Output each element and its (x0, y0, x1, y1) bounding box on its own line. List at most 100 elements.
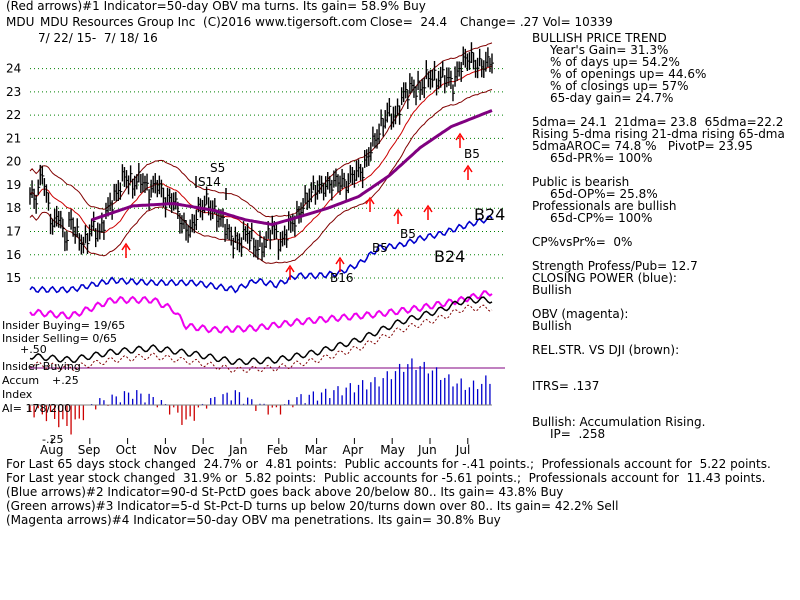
chart-title: MDU Resources Group Inc (C)2016 www.tige… (40, 15, 367, 29)
signal-label: S14 (198, 175, 221, 189)
stats-line: 65d-CP%= 100% (550, 211, 653, 225)
closing-power-line (29, 214, 493, 294)
stats-line: 65-day gain= 24.7% (550, 91, 674, 105)
plus50-label: +.50 (20, 343, 47, 356)
insider-buying-label: Insider Buying= 19/65 (2, 319, 126, 332)
x-tick-label: Nov (153, 443, 176, 457)
y-tick-label: 23 (6, 85, 21, 99)
stats-line: Bullish (532, 319, 572, 333)
stats-line: % of days up= 54.2% (550, 55, 680, 69)
stats-line: CLOSING POWER (blue): (532, 271, 677, 285)
accumulation-histogram (29, 358, 492, 435)
footer-line: For Last 65 days stock changed 24.7% or … (6, 457, 771, 471)
x-tick-label: Mar (305, 443, 328, 457)
red-arrow-head (365, 196, 375, 205)
signal-label: B24 (474, 205, 505, 224)
stats-line: 65d-PR%= 100% (550, 151, 653, 165)
stats-line: Rising 5-dma rising 21-dma rising 65-dma (532, 127, 785, 141)
signal-label: B5 (372, 241, 388, 255)
stats-line (532, 356, 800, 368)
month-axis: Aug Sep Oct Nov Dec Jan Feb Mar Apr May Jun Jul (40, 438, 470, 457)
stats-panel: BULLISH PRICE TREND Year's Gain= 31.3%% o… (532, 31, 800, 441)
date-range: 7/ 22/ 15- 7/ 18/ 16 (38, 31, 158, 45)
ma65-line (91, 109, 493, 227)
signal-label: B24 (434, 247, 465, 266)
stats-line: Year's Gain= 31.3% (550, 43, 669, 57)
footer-line: (Magenta arrows)#4 Indicator=50-day OBV … (6, 513, 501, 527)
stats-line: 65d-OP%= 25.8% (550, 187, 658, 201)
stats-line: Bullish (532, 283, 572, 297)
signal-label: S5 (210, 161, 225, 175)
plus25-label: +.25 (52, 374, 79, 387)
red-arrow-head (423, 204, 433, 213)
stats-line: REL.STR. VS DJI (brown): (532, 343, 680, 357)
close-value: Close= 24.4 (370, 15, 448, 29)
x-tick-label: Feb (267, 443, 288, 457)
y-tick-label: 19 (6, 178, 21, 192)
stats-line: Strength Profess/Pub= 12.7 (532, 259, 698, 273)
signal-label: B5 (464, 147, 480, 161)
stats-line: OBV (magenta): (532, 307, 629, 321)
insider-selling-label: Insider Selling= 0/65 (2, 332, 118, 345)
y-tick-label: 16 (6, 248, 21, 262)
lower-panels (29, 290, 505, 373)
y-tick-label: 21 (6, 131, 21, 145)
red-arrow-head (393, 208, 403, 217)
y-tick-label: 18 (6, 201, 21, 215)
signal-arrows (121, 132, 473, 280)
x-tick-label: Jan (228, 443, 248, 457)
y-tick-label: 24 (6, 62, 21, 76)
indicator-1-line: (Red arrows)#1 Indicator=50-day OBV ma t… (6, 0, 426, 13)
ticker-symbol: MDU (6, 15, 35, 29)
price-axis-ticks: 15 16 17 18 19 20 21 22 23 24 (6, 62, 21, 285)
stats-line: 5dmaAROC= 74.8 % PivotP= 23.95 (532, 139, 753, 153)
red-arrow-head (335, 256, 345, 265)
x-tick-label: Aug (40, 443, 63, 457)
stats-line (532, 392, 800, 404)
red-arrow-head (455, 132, 465, 141)
stats-line: ITRS= .137 (532, 379, 600, 393)
x-tick-label: May (380, 443, 405, 457)
minus25-label: -.25 (42, 433, 64, 446)
stats-line: Public is bearish (532, 175, 630, 189)
y-tick-label: 15 (6, 271, 21, 285)
stats-line: Professionals are bullish (532, 199, 677, 213)
red-arrow-head (121, 242, 131, 251)
stats-line: % of openings up= 44.6% (550, 67, 707, 81)
footer-line: (Green arrows)#3 Indicator=5-d St-Pct-D … (6, 499, 619, 513)
ai-label: AI= 178/200 (2, 402, 72, 415)
x-tick-label: Apr (342, 443, 363, 457)
x-tick-label: Dec (191, 443, 214, 457)
footer-line: (Blue arrows)#2 Indicator=90-d St-PctD g… (6, 485, 564, 499)
obv-line (29, 290, 493, 334)
footer-notes: For Last 65 days stock changed 24.7% or … (6, 458, 796, 528)
price-bars (29, 42, 494, 261)
lower-band-line (29, 89, 493, 264)
y-tick-label: 20 (6, 155, 21, 169)
stats-line: IP= .258 (550, 427, 606, 441)
index-label: Index (2, 388, 33, 401)
relative-strength-line (29, 296, 493, 366)
x-tick-label: Sep (78, 443, 101, 457)
stats-line: Bullish: Accumulation Rising. (532, 415, 706, 429)
stats-line: BULLISH PRICE TREND (532, 31, 667, 45)
stats-line: 5dma= 24.1 21dma= 23.8 65dma=22.2 (532, 115, 784, 129)
signal-label: B5 (400, 227, 416, 241)
relative-strength-ma (29, 304, 493, 373)
y-tick-label: 22 (6, 108, 21, 122)
stats-line: CP%vsPr%= 0% (532, 235, 633, 249)
indicator-lines (29, 109, 493, 294)
accum-label: Accum (2, 374, 40, 387)
stats-line: % of closings up= 57% (550, 79, 689, 93)
red-arrow-head (285, 264, 295, 273)
red-arrow-head (463, 164, 473, 173)
x-tick-label: Jul (455, 443, 470, 457)
x-tick-label: Oct (116, 443, 137, 457)
change-volume: Change= .27 Vol= 10339 (460, 15, 613, 29)
insider-buying-label-2: Insider Buying (2, 360, 81, 373)
ma21-line (29, 65, 493, 241)
footer-line: For Last year stock changed 31.9% or 5.8… (6, 471, 766, 485)
signal-label: B16 (330, 271, 354, 285)
